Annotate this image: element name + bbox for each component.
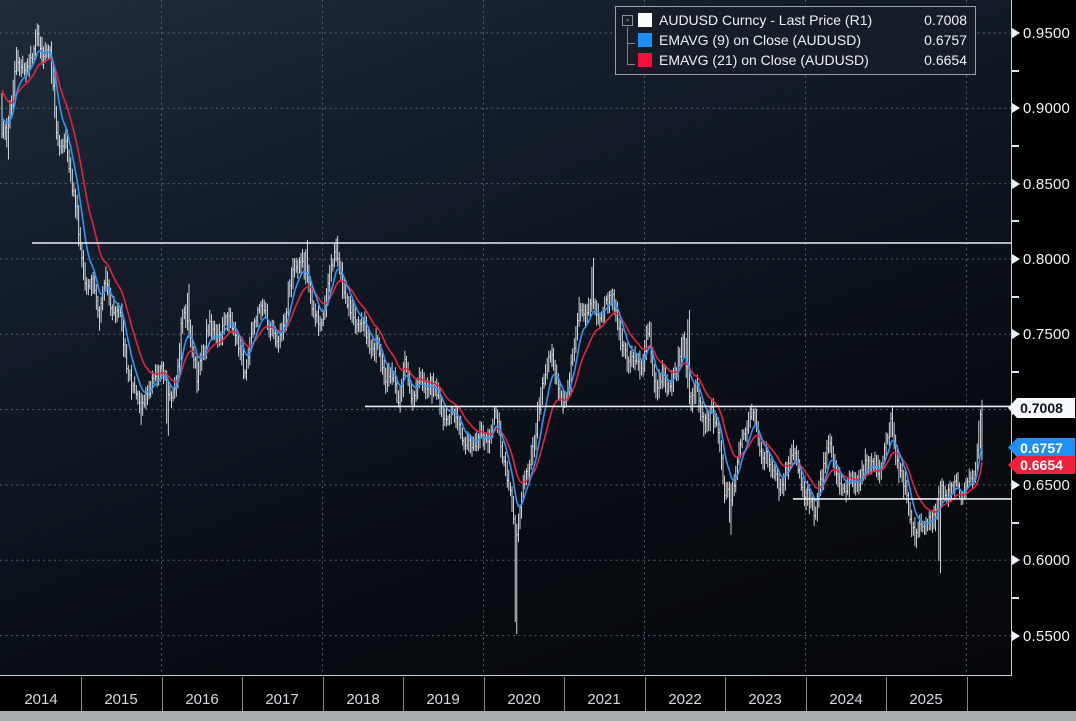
tick-arrow-icon xyxy=(1012,555,1020,565)
legend-tree-line xyxy=(627,43,635,44)
y-axis-tick-label: 0.9500 xyxy=(1012,25,1070,42)
legend-row-emavg9[interactable]: EMAVG (9) on Close (AUDUSD) 0.6757 xyxy=(622,30,967,50)
year-separator xyxy=(564,677,565,711)
year-separator xyxy=(725,677,726,711)
y-axis-minor-tick xyxy=(1012,145,1019,147)
year-separator xyxy=(806,677,807,711)
tick-arrow-icon xyxy=(1012,631,1020,641)
y-axis-tick-label: 0.5500 xyxy=(1012,628,1070,645)
x-axis-year-label: 2014 xyxy=(24,691,58,708)
y-axis-minor-tick xyxy=(1012,597,1019,599)
x-axis-year-label: 2016 xyxy=(185,691,219,708)
x-axis-year-label: 2021 xyxy=(587,691,621,708)
x-axis-year-label: 2023 xyxy=(748,691,782,708)
legend-tree-line xyxy=(627,64,635,65)
close-ticks xyxy=(2,33,982,536)
year-separator xyxy=(886,677,887,711)
y-axis-minor-tick xyxy=(1012,522,1019,524)
x-axis-year-label: 2025 xyxy=(909,691,943,708)
y-axis-tick-label: 0.8500 xyxy=(1012,176,1070,193)
emavg9-price-tag: 0.6757 xyxy=(1008,438,1075,457)
series-swatch-white xyxy=(638,13,652,27)
tick-arrow-icon xyxy=(1012,254,1020,264)
collapse-icon[interactable]: - xyxy=(622,14,633,26)
y-axis-minor-tick xyxy=(1012,70,1019,72)
x-axis-year-label: 2020 xyxy=(507,691,541,708)
chart-canvas xyxy=(0,0,1011,676)
x-axis-year-label: 2018 xyxy=(346,691,380,708)
legend-row-emavg21[interactable]: EMAVG (21) on Close (AUDUSD) 0.6654 xyxy=(622,50,967,70)
price-axis[interactable]: 0.95000.90000.85000.80000.75000.70000.65… xyxy=(1011,0,1076,676)
series-swatch-blue xyxy=(638,33,652,47)
price-plot-area[interactable] xyxy=(0,0,1011,676)
legend-row-last-price[interactable]: - AUDUSD Curncy - Last Price (R1) 0.7008 xyxy=(622,10,967,30)
year-separator xyxy=(81,677,82,711)
x-axis-year-label: 2022 xyxy=(668,691,702,708)
last-price-tag: 0.7008 xyxy=(1008,398,1075,418)
legend-label: EMAVG (21) on Close (AUDUSD) xyxy=(659,52,869,68)
y-axis-minor-tick xyxy=(1012,371,1019,373)
y-axis-tick-label: 0.7500 xyxy=(1012,326,1070,343)
legend-box: - AUDUSD Curncy - Last Price (R1) 0.7008… xyxy=(615,6,976,75)
year-separator xyxy=(403,677,404,711)
x-axis-year-label: 2024 xyxy=(829,691,863,708)
x-axis-year-label: 2019 xyxy=(426,691,460,708)
bottom-scroll-bar[interactable] xyxy=(0,711,1076,721)
y-axis-tick-label: 0.6500 xyxy=(1012,477,1070,494)
year-separator xyxy=(484,677,485,711)
y-axis-minor-tick xyxy=(1012,220,1019,222)
y-axis-tick-label: 0.8000 xyxy=(1012,251,1070,268)
y-axis-tick-label: 0.9000 xyxy=(1012,100,1070,117)
legend-label: EMAVG (9) on Close (AUDUSD) xyxy=(659,32,862,48)
series-swatch-red xyxy=(638,53,652,67)
tick-arrow-icon xyxy=(1012,329,1020,339)
time-axis[interactable]: 2014 2015 2016 2017 2018 2019 2020 2021 2022 2023… xyxy=(0,677,1076,711)
price-bars xyxy=(1,23,983,635)
y-axis-tick-label: 0.6000 xyxy=(1012,552,1070,569)
year-separator xyxy=(645,677,646,711)
year-separator xyxy=(242,677,243,711)
x-axis-year-label: 2017 xyxy=(265,691,299,708)
year-separator xyxy=(967,677,968,711)
y-axis-minor-tick xyxy=(1012,296,1019,298)
tick-arrow-icon xyxy=(1012,179,1020,189)
emavg21-price-tag: 0.6654 xyxy=(1008,456,1075,474)
year-separator xyxy=(162,677,163,711)
x-axis-year-label: 2015 xyxy=(104,691,138,708)
emavg9-line xyxy=(1,49,983,525)
legend-value: 0.6757 xyxy=(924,32,967,48)
tick-arrow-icon xyxy=(1012,103,1020,113)
tick-arrow-icon xyxy=(1012,480,1020,490)
legend-value: 0.7008 xyxy=(924,12,967,28)
tick-arrow-icon xyxy=(1012,28,1020,38)
legend-value: 0.6654 xyxy=(924,52,967,68)
legend-label: AUDUSD Curncy - Last Price (R1) xyxy=(659,12,873,28)
legend-tree-line xyxy=(627,27,628,64)
emavg21-line xyxy=(1,57,983,513)
year-separator xyxy=(323,677,324,711)
